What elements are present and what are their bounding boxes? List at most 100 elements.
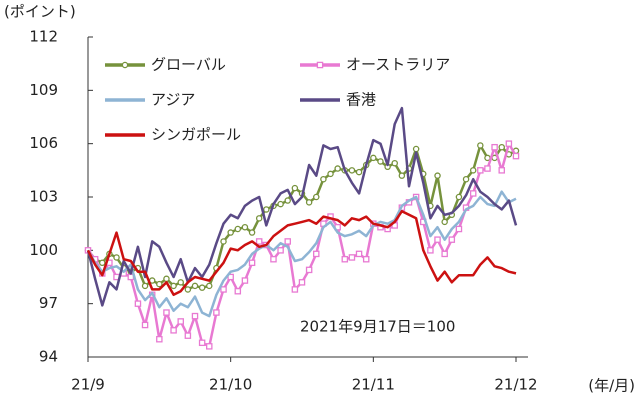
point bbox=[191, 312, 199, 320]
point bbox=[348, 167, 356, 174]
point bbox=[305, 199, 313, 206]
point bbox=[462, 175, 470, 183]
point bbox=[341, 255, 349, 263]
point bbox=[227, 273, 234, 281]
point bbox=[448, 236, 456, 243]
point bbox=[320, 175, 327, 183]
series-line bbox=[86, 190, 517, 318]
point bbox=[327, 170, 334, 178]
point bbox=[284, 197, 291, 204]
y-tick-label: 103 bbox=[29, 188, 58, 206]
point bbox=[184, 286, 192, 293]
legend-label: シンガポール bbox=[151, 126, 241, 144]
point bbox=[220, 286, 227, 293]
point bbox=[398, 172, 406, 179]
point bbox=[99, 259, 106, 267]
annotation: 2021年9月17日＝100 bbox=[300, 318, 455, 336]
point bbox=[291, 286, 299, 293]
point bbox=[477, 167, 484, 174]
point bbox=[370, 154, 377, 162]
point bbox=[377, 158, 384, 165]
point bbox=[434, 172, 441, 179]
point bbox=[156, 335, 163, 343]
point bbox=[263, 206, 270, 213]
point bbox=[348, 254, 356, 261]
point bbox=[170, 327, 177, 334]
point bbox=[498, 167, 505, 174]
point bbox=[163, 275, 170, 283]
point bbox=[234, 225, 242, 233]
point bbox=[484, 165, 491, 172]
series-line bbox=[86, 209, 517, 297]
point bbox=[177, 318, 184, 325]
point bbox=[206, 282, 213, 290]
point bbox=[234, 287, 242, 295]
y-tick-label: 112 bbox=[29, 28, 58, 46]
point bbox=[170, 282, 177, 290]
point bbox=[213, 309, 220, 316]
point bbox=[255, 238, 263, 245]
y-tick-label: 106 bbox=[29, 134, 58, 152]
point bbox=[391, 159, 398, 167]
x-axis-label: (年/月) bbox=[588, 377, 635, 395]
point bbox=[113, 254, 120, 261]
point bbox=[441, 218, 448, 226]
point bbox=[355, 250, 363, 258]
y-tick-label: 97 bbox=[39, 294, 58, 312]
series-line bbox=[86, 106, 518, 307]
point bbox=[498, 143, 505, 151]
point bbox=[156, 280, 163, 288]
x-tick-label: 21/9 bbox=[71, 376, 105, 394]
point bbox=[491, 143, 498, 151]
point bbox=[248, 229, 256, 236]
x-tick-label: 21/10 bbox=[209, 376, 252, 394]
point bbox=[241, 277, 249, 284]
point bbox=[277, 200, 284, 208]
point bbox=[313, 250, 320, 258]
point bbox=[141, 321, 149, 329]
point bbox=[248, 259, 256, 267]
point bbox=[505, 140, 513, 147]
point bbox=[177, 279, 184, 286]
point bbox=[184, 332, 192, 339]
point bbox=[362, 255, 370, 263]
x-tick-label: 21/11 bbox=[352, 376, 395, 394]
point bbox=[469, 167, 477, 174]
point bbox=[355, 168, 363, 176]
point bbox=[284, 238, 291, 245]
point bbox=[305, 266, 313, 274]
point bbox=[455, 193, 463, 201]
x-tick-label: 21/12 bbox=[494, 376, 537, 394]
point bbox=[512, 152, 520, 160]
y-tick-label: 94 bbox=[39, 348, 58, 366]
point bbox=[270, 255, 277, 263]
point bbox=[334, 165, 341, 172]
point bbox=[206, 343, 213, 350]
point bbox=[163, 309, 170, 316]
legend-marker bbox=[121, 61, 129, 69]
point bbox=[291, 184, 299, 192]
point bbox=[298, 279, 306, 286]
point bbox=[455, 225, 463, 233]
y-tick-label: 100 bbox=[29, 241, 58, 259]
point bbox=[191, 282, 199, 290]
point bbox=[198, 284, 206, 291]
point bbox=[255, 215, 263, 222]
point bbox=[427, 247, 434, 254]
legend-label: アジア bbox=[151, 91, 195, 109]
point bbox=[141, 282, 149, 290]
point bbox=[241, 223, 249, 231]
point bbox=[134, 300, 142, 307]
y-axis-label: (ポイント) bbox=[4, 3, 76, 21]
point bbox=[220, 238, 227, 245]
point bbox=[313, 193, 320, 201]
legend-marker bbox=[316, 61, 324, 69]
legend-label: グローバル bbox=[151, 56, 226, 74]
point bbox=[412, 145, 420, 153]
point bbox=[477, 142, 484, 149]
point bbox=[198, 339, 206, 347]
point bbox=[469, 190, 477, 197]
legend-label: オーストラリア bbox=[346, 56, 450, 74]
y-tick-label: 109 bbox=[29, 81, 58, 99]
